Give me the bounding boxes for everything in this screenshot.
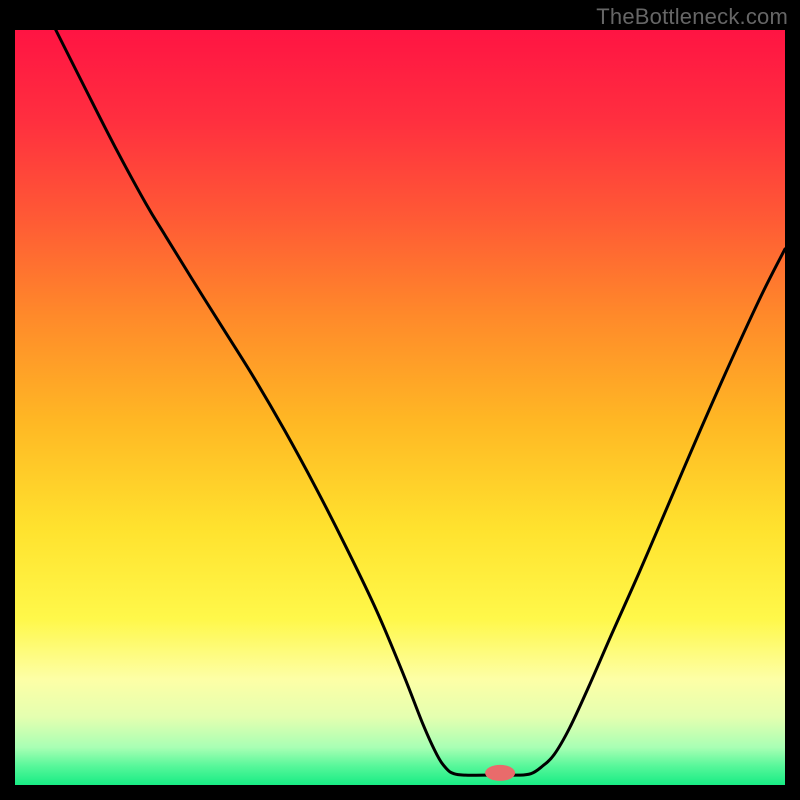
plot-background [15,30,785,785]
chart-svg [0,0,800,800]
chart-container: TheBottleneck.com [0,0,800,800]
optimum-marker [485,765,515,781]
watermark-text: TheBottleneck.com [596,4,788,30]
